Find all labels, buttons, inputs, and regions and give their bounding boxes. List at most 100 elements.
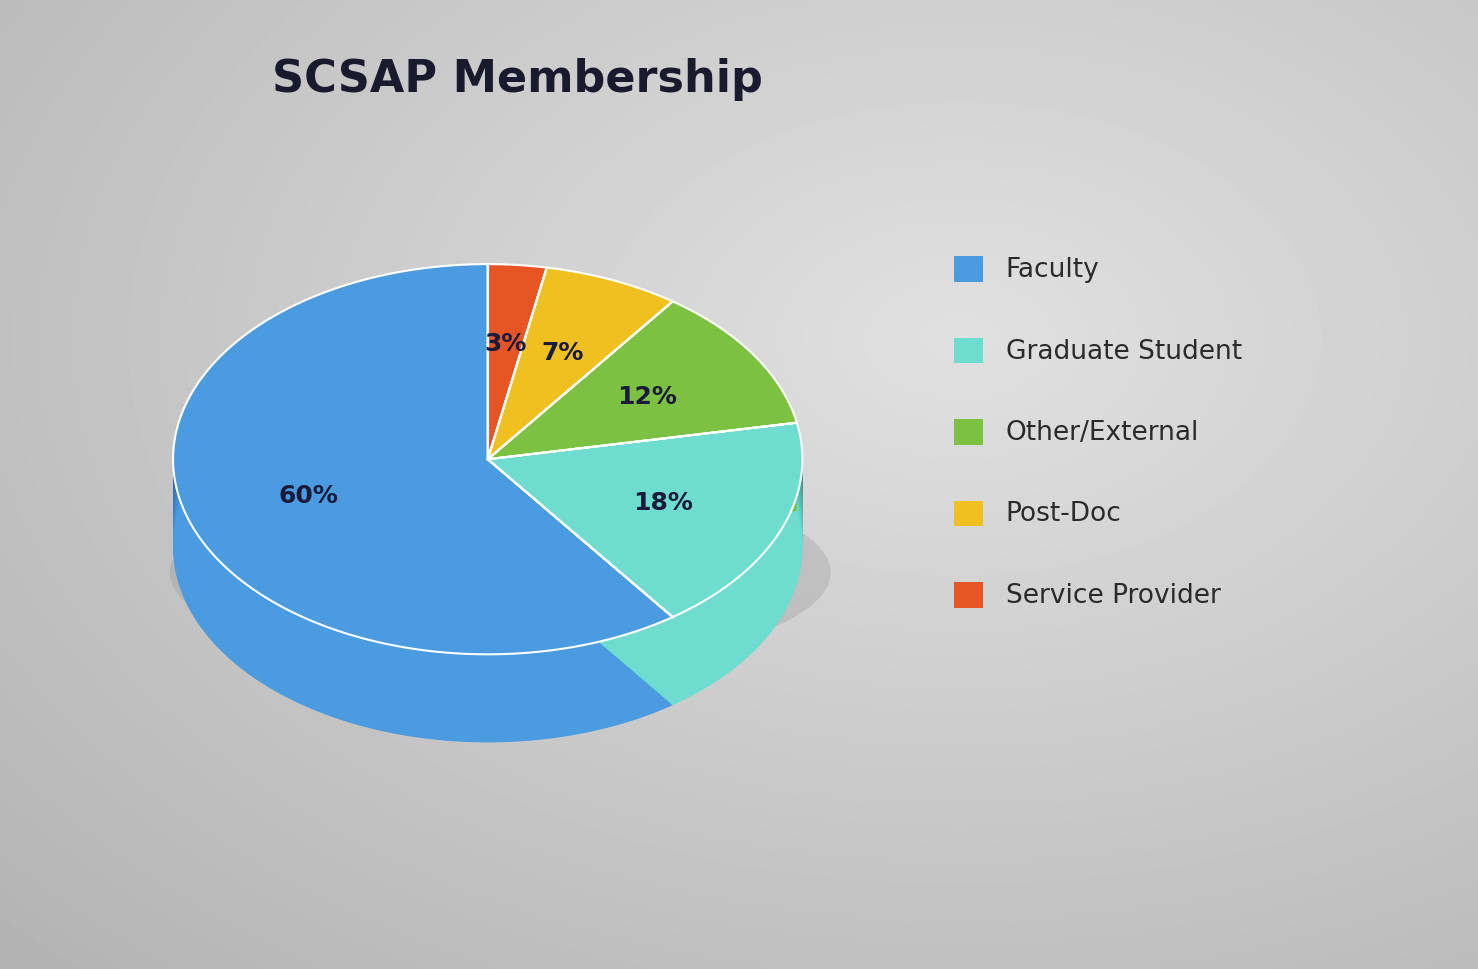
Polygon shape: [488, 338, 547, 533]
Polygon shape: [488, 271, 672, 462]
Polygon shape: [488, 461, 803, 656]
Polygon shape: [488, 344, 547, 539]
Polygon shape: [488, 470, 803, 665]
Polygon shape: [488, 270, 547, 466]
Polygon shape: [488, 487, 803, 682]
Polygon shape: [488, 336, 672, 527]
Polygon shape: [173, 312, 672, 702]
Polygon shape: [488, 341, 547, 536]
Polygon shape: [488, 289, 547, 484]
Polygon shape: [488, 309, 547, 504]
Polygon shape: [488, 506, 803, 700]
Polygon shape: [488, 268, 672, 459]
Polygon shape: [173, 295, 672, 684]
Polygon shape: [173, 289, 672, 678]
Polygon shape: [488, 493, 803, 688]
Polygon shape: [488, 302, 797, 459]
Polygon shape: [173, 306, 672, 696]
Polygon shape: [488, 349, 797, 507]
Polygon shape: [488, 381, 797, 539]
Polygon shape: [488, 328, 797, 486]
Polygon shape: [488, 295, 672, 486]
Polygon shape: [488, 305, 797, 462]
Bar: [955, 501, 983, 527]
Polygon shape: [488, 479, 803, 673]
Polygon shape: [488, 323, 797, 481]
Bar: [955, 338, 983, 364]
Polygon shape: [173, 273, 672, 664]
Polygon shape: [488, 309, 672, 501]
Polygon shape: [488, 318, 672, 510]
Polygon shape: [488, 311, 797, 469]
Text: 60%: 60%: [278, 484, 338, 508]
Polygon shape: [173, 353, 672, 742]
Polygon shape: [173, 332, 672, 722]
Polygon shape: [173, 315, 672, 704]
Polygon shape: [488, 321, 672, 513]
Polygon shape: [488, 429, 803, 623]
Polygon shape: [488, 360, 797, 518]
Polygon shape: [488, 274, 672, 466]
Polygon shape: [488, 312, 672, 504]
Polygon shape: [173, 297, 672, 687]
Polygon shape: [488, 423, 803, 617]
Polygon shape: [488, 332, 547, 527]
Polygon shape: [488, 432, 803, 626]
Polygon shape: [488, 355, 797, 513]
Polygon shape: [488, 345, 672, 536]
Polygon shape: [488, 375, 797, 533]
Polygon shape: [488, 320, 797, 478]
Polygon shape: [488, 464, 803, 659]
Text: 12%: 12%: [618, 385, 677, 409]
Polygon shape: [488, 306, 547, 501]
Polygon shape: [488, 438, 803, 632]
Polygon shape: [488, 450, 803, 643]
Polygon shape: [488, 324, 547, 518]
Polygon shape: [488, 306, 672, 498]
Polygon shape: [173, 341, 672, 731]
Polygon shape: [488, 297, 672, 489]
Text: Graduate Student: Graduate Student: [1005, 338, 1242, 364]
Polygon shape: [488, 327, 672, 518]
Polygon shape: [488, 476, 803, 671]
Polygon shape: [488, 363, 797, 521]
Polygon shape: [173, 282, 672, 672]
Polygon shape: [173, 318, 672, 707]
Polygon shape: [488, 378, 797, 536]
Polygon shape: [488, 455, 803, 649]
Polygon shape: [488, 331, 797, 489]
Polygon shape: [488, 292, 672, 484]
Text: Faculty: Faculty: [1005, 257, 1100, 283]
Polygon shape: [488, 353, 547, 547]
Polygon shape: [488, 335, 547, 530]
Polygon shape: [488, 303, 547, 498]
Text: 3%: 3%: [485, 331, 526, 356]
Polygon shape: [488, 385, 797, 542]
Polygon shape: [488, 357, 672, 547]
Polygon shape: [488, 327, 547, 521]
Polygon shape: [488, 283, 672, 475]
Polygon shape: [488, 458, 803, 653]
Polygon shape: [488, 509, 803, 703]
Polygon shape: [488, 295, 547, 489]
Polygon shape: [488, 276, 547, 472]
Polygon shape: [488, 279, 547, 475]
Polygon shape: [488, 329, 672, 521]
Polygon shape: [488, 337, 797, 495]
Polygon shape: [488, 482, 803, 676]
Polygon shape: [173, 265, 672, 655]
Polygon shape: [488, 342, 672, 533]
Polygon shape: [488, 300, 672, 492]
Polygon shape: [488, 308, 797, 466]
Polygon shape: [488, 329, 547, 524]
Polygon shape: [173, 350, 672, 739]
Polygon shape: [488, 300, 547, 495]
Polygon shape: [488, 315, 672, 507]
Polygon shape: [488, 388, 797, 545]
Polygon shape: [488, 297, 547, 492]
Polygon shape: [488, 453, 803, 646]
Polygon shape: [488, 321, 547, 516]
Bar: [955, 582, 983, 609]
Polygon shape: [488, 435, 803, 629]
Polygon shape: [488, 503, 803, 697]
